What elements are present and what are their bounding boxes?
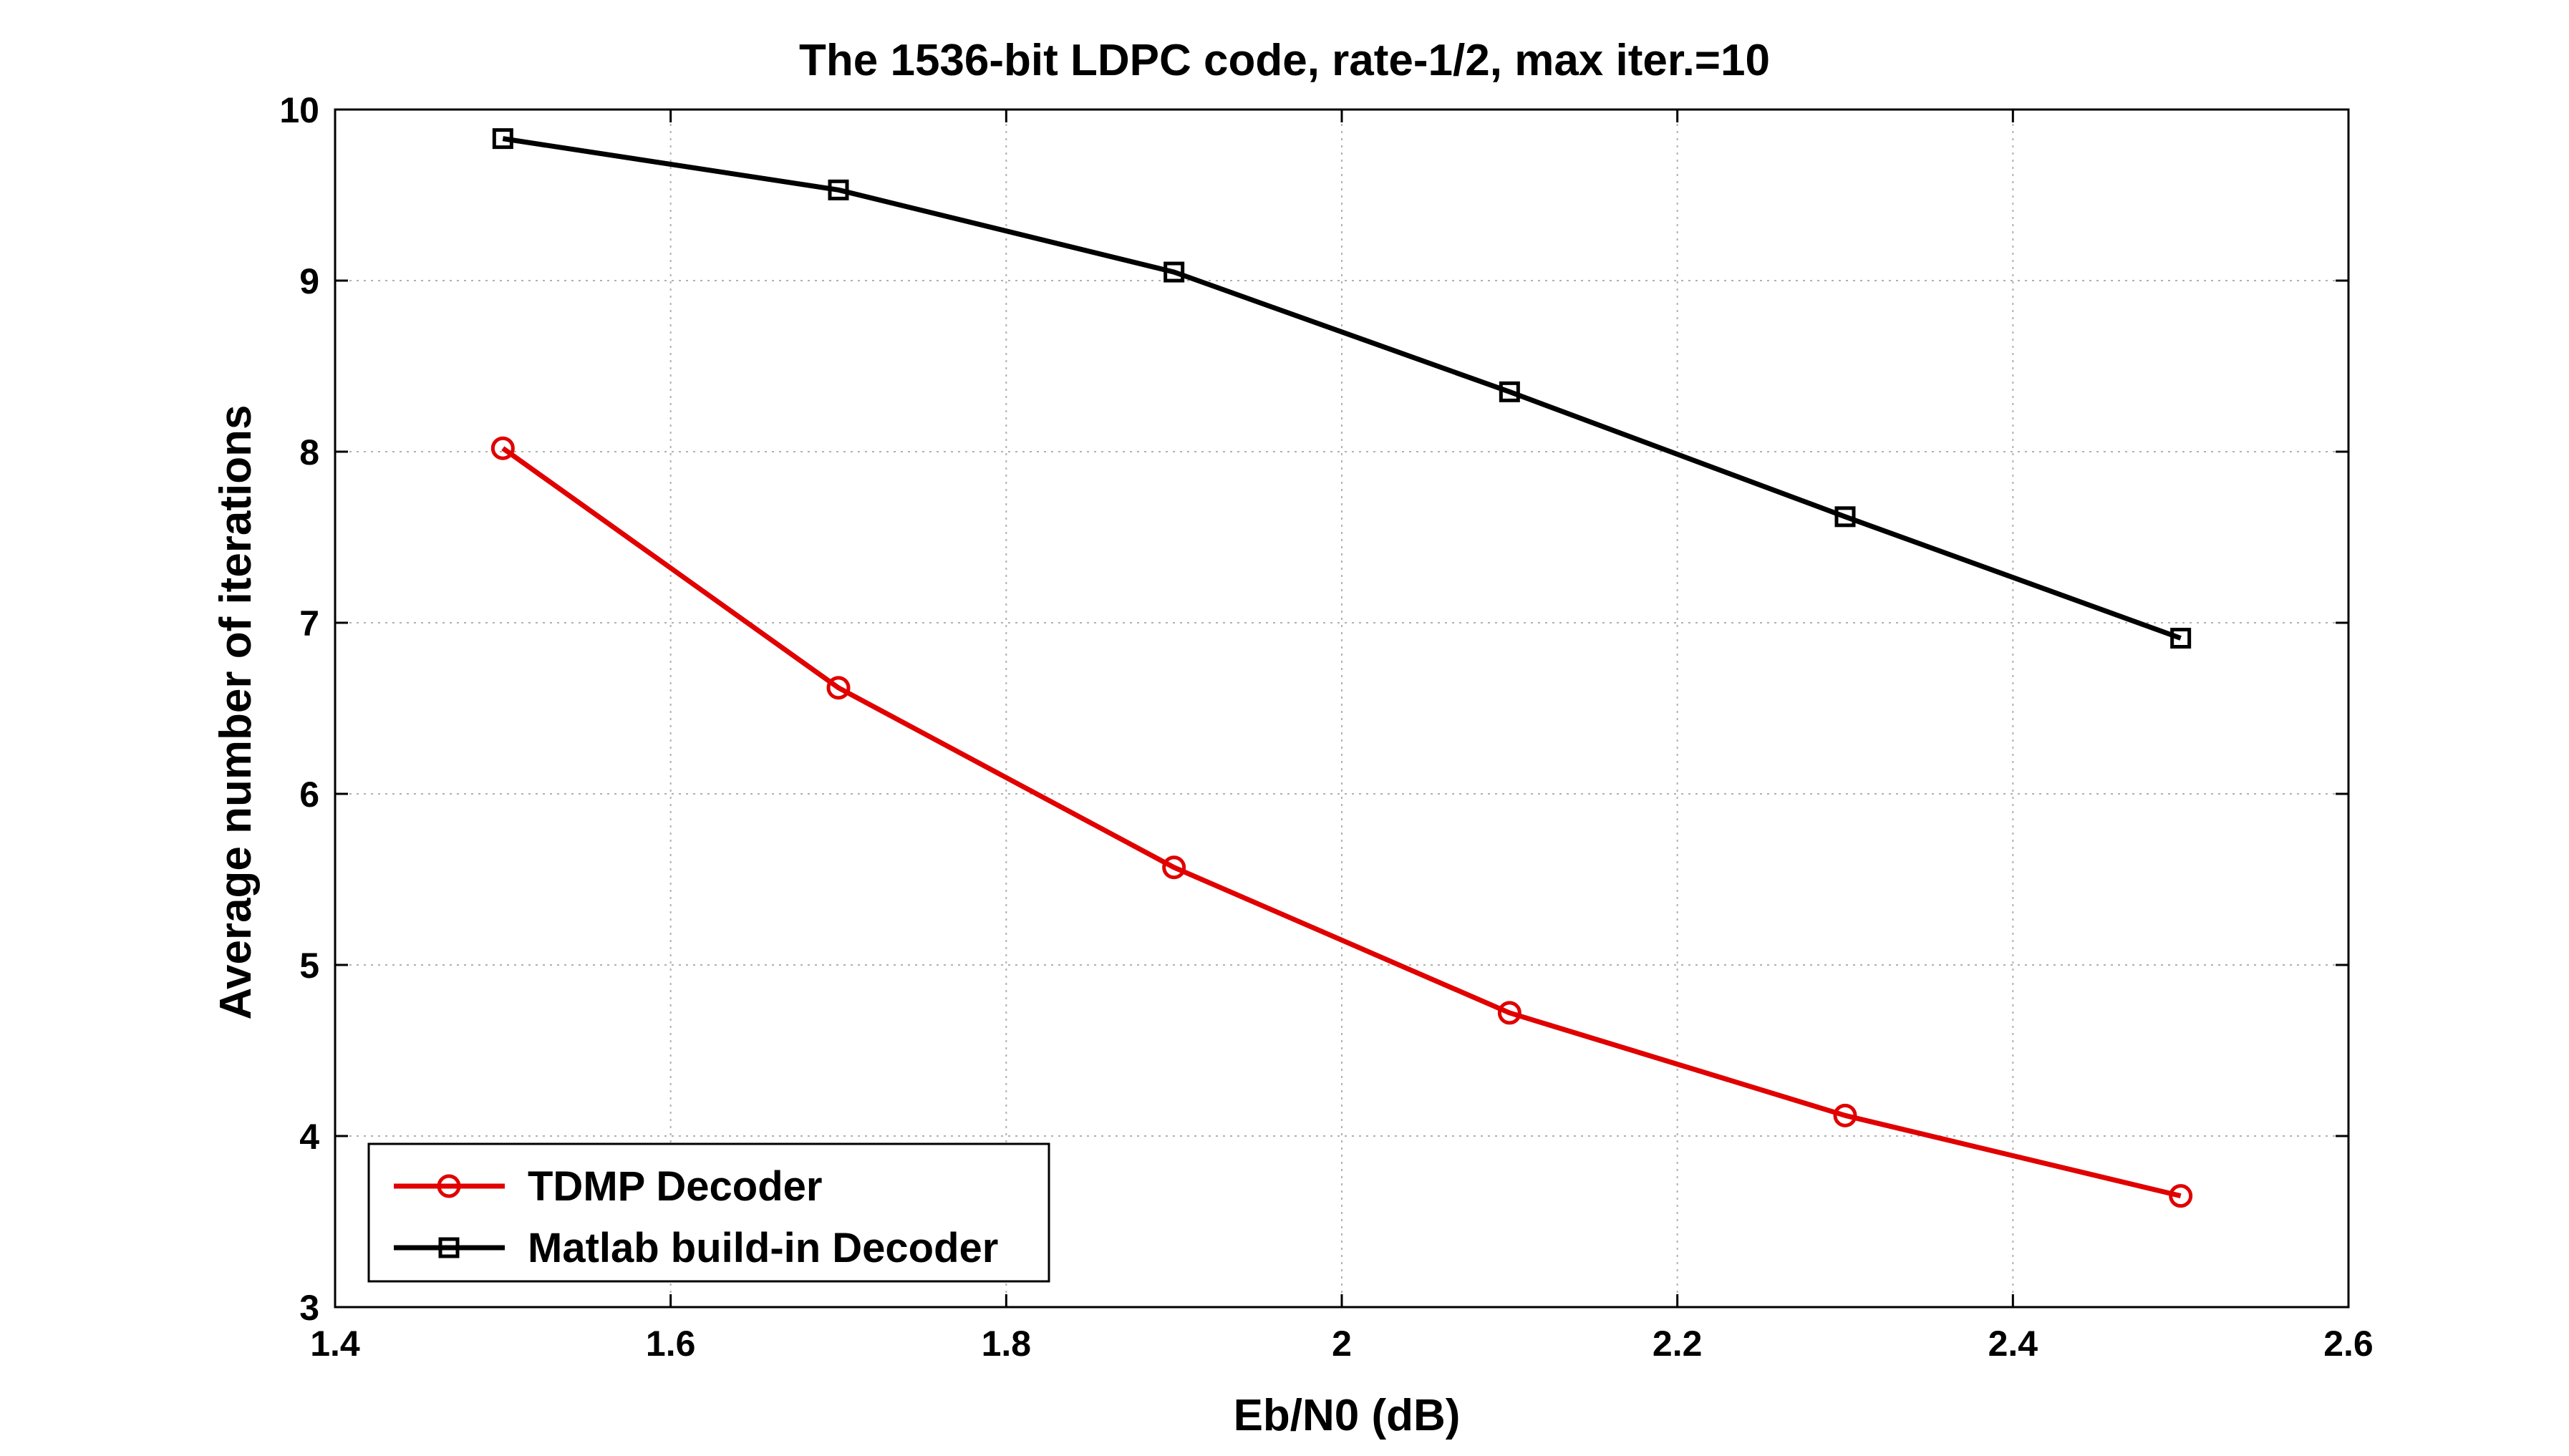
y-tick-label: 10 xyxy=(279,90,319,130)
y-tick-label: 7 xyxy=(299,603,319,644)
x-tick-label: 2.6 xyxy=(2323,1324,2374,1364)
x-tick-label: 2.2 xyxy=(1653,1324,1703,1364)
chart-title: The 1536-bit LDPC code, rate-1/2, max it… xyxy=(799,36,1770,85)
y-tick-label: 4 xyxy=(299,1117,319,1157)
series-1 xyxy=(490,436,2193,1208)
y-axis-label: Average number of iterations xyxy=(211,404,261,1019)
legend-label: Matlab build-in Decoder xyxy=(528,1225,998,1271)
data-point-marker xyxy=(1497,1001,1521,1025)
data-point-marker xyxy=(826,676,851,700)
x-tick-label: 1.8 xyxy=(982,1324,1032,1364)
legend-entry: Matlab build-in Decoder xyxy=(394,1225,998,1271)
data-point-marker xyxy=(1162,855,1186,880)
legend-label: TDMP Decoder xyxy=(528,1163,822,1210)
legend-marker-swatch xyxy=(438,1237,460,1258)
x-axis-label: Eb/N0 (dB) xyxy=(1234,1391,1461,1440)
data-point-marker xyxy=(828,179,849,200)
legend-entries: TDMP Decoder Matlab build-in Decoder xyxy=(394,1163,998,1271)
data-point-marker xyxy=(1163,261,1185,283)
series-2 xyxy=(492,128,2192,649)
y-tick-label: 3 xyxy=(299,1288,319,1328)
data-point-marker xyxy=(1834,506,1856,528)
tick-labels: 1.4 1.6 1.8 2 2.2 2.4 2.6 3 4 5 6 7 8 9 10 xyxy=(279,90,2373,1364)
series-line xyxy=(502,136,2182,641)
legend-box xyxy=(367,1142,1050,1283)
data-point-marker xyxy=(492,128,513,150)
data-point-marker xyxy=(2170,628,2192,649)
y-tick-label: 9 xyxy=(299,261,319,301)
plot-area-frame xyxy=(334,108,2350,1309)
legend-marker-swatch xyxy=(437,1174,461,1198)
x-tick-label: 2 xyxy=(1332,1324,1352,1364)
series-line xyxy=(501,446,2182,1199)
x-tick-label: 1.6 xyxy=(646,1324,696,1364)
y-tick-label: 6 xyxy=(299,775,319,815)
data-point-marker xyxy=(1833,1103,1857,1127)
y-tick-label: 8 xyxy=(299,432,319,472)
series-layer xyxy=(490,128,2193,1208)
data-point-marker xyxy=(490,436,515,460)
x-tick-label: 1.4 xyxy=(310,1324,360,1364)
legend-entry: TDMP Decoder xyxy=(394,1163,822,1210)
data-point-marker xyxy=(1499,381,1520,402)
data-point-marker xyxy=(2169,1184,2193,1208)
x-tick-label: 2.4 xyxy=(1988,1324,2038,1364)
legend: TDMP Decoder Matlab build-in Decoder xyxy=(367,1142,1050,1283)
y-tick-label: 5 xyxy=(299,946,319,986)
